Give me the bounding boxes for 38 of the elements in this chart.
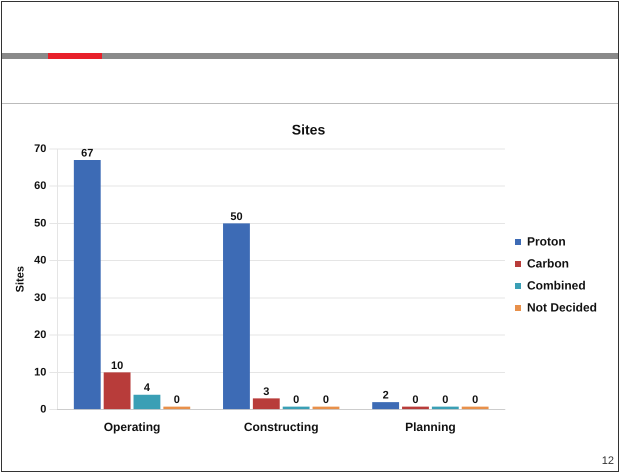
x-tick-label: Constructing	[244, 420, 319, 434]
y-tick-label: 30	[34, 292, 46, 304]
data-label: 4	[144, 382, 151, 394]
bar	[74, 160, 101, 410]
data-label: 10	[110, 360, 124, 372]
data-label: 0	[412, 394, 419, 406]
y-tick-label: 60	[34, 180, 46, 192]
bar	[312, 406, 340, 410]
data-label: 0	[442, 394, 448, 406]
y-tick-label: 50	[34, 217, 46, 230]
data-label: 2	[382, 390, 389, 402]
x-tick-label: Operating	[104, 420, 160, 434]
data-label: 0	[472, 394, 478, 406]
chart-title: Sites	[292, 121, 326, 138]
text: 12	[602, 455, 614, 467]
bar	[462, 406, 489, 410]
data-label: 0	[322, 394, 330, 406]
legend-label: Combined	[526, 278, 586, 292]
data-label: 0	[293, 394, 300, 406]
legend-label: Not Decided	[526, 300, 598, 314]
data-label: 50	[230, 210, 243, 223]
x-tick-label: Planning	[405, 420, 456, 434]
y-tick-label: 70	[34, 142, 46, 155]
bar	[432, 406, 459, 410]
y-tick-label: 10	[34, 366, 46, 378]
data-label: 67	[81, 148, 94, 160]
bar	[282, 406, 310, 410]
bar	[163, 406, 190, 410]
bar	[223, 223, 250, 410]
y-tick-label: 40	[34, 254, 46, 267]
data-label: 3	[263, 386, 270, 398]
bar	[402, 406, 429, 410]
legend-label: Proton	[526, 234, 566, 248]
legend-label: Carbon	[526, 256, 569, 270]
y-tick-label: 0	[40, 404, 46, 416]
y-axis-title: Sites	[14, 266, 27, 292]
data-label: 0	[174, 394, 180, 406]
y-tick-label: 20	[34, 329, 46, 342]
